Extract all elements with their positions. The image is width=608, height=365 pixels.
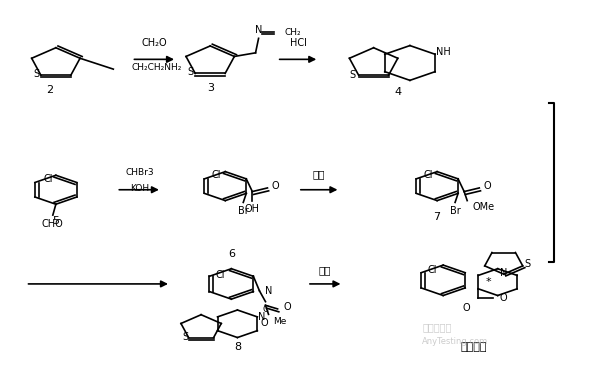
Text: 8: 8	[234, 342, 241, 352]
Text: S: S	[33, 69, 39, 79]
Text: 3: 3	[207, 83, 213, 93]
Text: 拆分: 拆分	[319, 265, 331, 275]
Text: O: O	[284, 303, 291, 312]
Text: N: N	[500, 268, 508, 278]
Text: CH₂O: CH₂O	[141, 38, 167, 49]
Text: Br: Br	[238, 206, 249, 216]
Text: C: C	[263, 305, 268, 314]
Text: S: S	[182, 332, 188, 342]
Text: O: O	[499, 293, 507, 303]
Text: S: S	[187, 68, 193, 77]
Text: N: N	[255, 26, 262, 35]
Text: 5: 5	[52, 216, 60, 226]
Text: CHO: CHO	[42, 219, 64, 230]
Text: CH₂: CH₂	[285, 28, 301, 37]
Text: 6: 6	[228, 249, 235, 258]
Text: CH₂CH₂NH₂: CH₂CH₂NH₂	[131, 63, 182, 72]
Text: Cl: Cl	[212, 170, 221, 180]
Text: 酯化: 酯化	[313, 169, 325, 179]
Text: N: N	[265, 286, 272, 296]
Text: NH: NH	[436, 47, 451, 57]
Text: S: S	[525, 259, 531, 269]
Text: S: S	[350, 70, 356, 80]
Text: N: N	[258, 311, 265, 322]
Text: 2: 2	[46, 85, 54, 95]
Text: OMe: OMe	[472, 203, 494, 212]
Text: 4: 4	[394, 87, 401, 97]
Text: Cl: Cl	[215, 269, 225, 280]
Text: O: O	[483, 181, 491, 191]
Text: OH: OH	[245, 204, 260, 214]
Text: Cl: Cl	[423, 170, 433, 180]
Text: CHBr3: CHBr3	[125, 168, 154, 177]
Text: Cl: Cl	[427, 265, 437, 275]
Text: HCl: HCl	[289, 38, 306, 49]
Text: O: O	[272, 181, 279, 191]
Text: 7: 7	[434, 212, 441, 222]
Text: O: O	[260, 318, 268, 328]
Text: KOH: KOH	[130, 184, 149, 193]
Text: *: *	[486, 277, 491, 287]
Text: 嘉峪检测网: 嘉峪检测网	[423, 322, 452, 333]
Text: 氯吡格雷: 氯吡格雷	[460, 342, 487, 352]
Text: Cl: Cl	[44, 174, 54, 184]
Text: O: O	[462, 303, 470, 312]
Text: Me: Me	[273, 317, 286, 326]
Text: Br: Br	[450, 206, 460, 216]
Text: AnyTesting.com: AnyTesting.com	[422, 337, 488, 346]
